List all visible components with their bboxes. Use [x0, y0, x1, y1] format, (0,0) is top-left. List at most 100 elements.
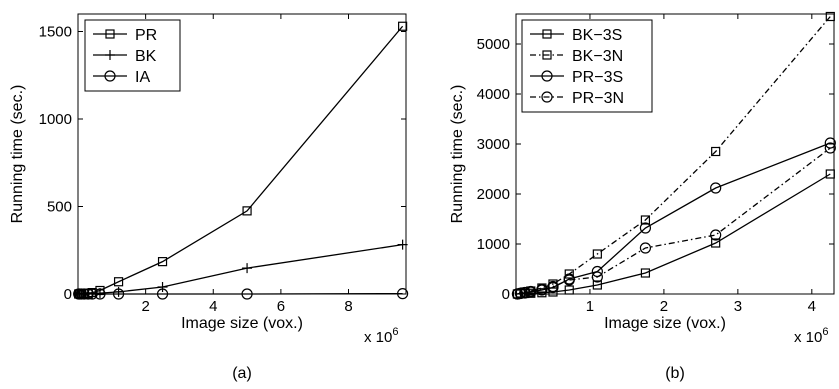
- legend-label: PR−3N: [572, 90, 624, 107]
- x-tick-label: 8: [344, 298, 352, 315]
- data-point: [825, 169, 835, 179]
- data-point: [242, 206, 252, 216]
- data-point: [824, 142, 836, 154]
- y-tick-label: 4000: [477, 86, 510, 103]
- legend-entry: BK−3S: [530, 27, 622, 44]
- legend-label: PR: [135, 27, 157, 44]
- data-point: [592, 249, 602, 259]
- data-point: [639, 222, 652, 234]
- data-point: [710, 182, 722, 194]
- panel-caption: (b): [665, 365, 685, 382]
- legend-entry: PR: [93, 27, 157, 44]
- panel-caption: (a): [232, 365, 252, 382]
- y-axis-label: Running time (sec.): [449, 85, 466, 224]
- legend-label: BK: [135, 48, 157, 65]
- legend-label: BK−3N: [572, 48, 623, 65]
- legend-marker: [105, 29, 115, 39]
- data-point: [639, 242, 652, 254]
- legend: PR BK IA: [84, 19, 181, 92]
- data-point: [525, 285, 537, 298]
- data-point: [514, 287, 527, 299]
- x-tick-label: 6: [277, 298, 285, 315]
- series-IA: [73, 288, 409, 300]
- legend-marker: [542, 29, 552, 39]
- data-point: [563, 274, 575, 286]
- data-point: [710, 229, 722, 241]
- legend-marker: [542, 50, 552, 60]
- y-tick-label: 0: [502, 286, 510, 303]
- x-axis-label: Image size (vox.): [604, 315, 726, 332]
- series-BK−3S: [512, 169, 835, 299]
- legend-marker: [541, 91, 553, 103]
- panel-a: 2 4 6 8 0 500 1000 1500 Image size (vox.) Running…: [9, 13, 409, 382]
- data-point: [564, 285, 574, 295]
- data-point: [519, 286, 531, 299]
- series-line: [517, 16, 831, 295]
- y-tick-label: 3000: [477, 136, 510, 153]
- legend-entry: PR−3S: [530, 69, 623, 86]
- data-point: [75, 288, 87, 300]
- x-axis-label: Image size (vox.): [181, 315, 303, 332]
- series-BK: [73, 239, 408, 299]
- data-point: [94, 288, 106, 300]
- y-tick-label: 1500: [39, 24, 72, 41]
- data-point: [536, 283, 548, 296]
- data-point: [82, 288, 94, 300]
- data-point: [241, 288, 253, 300]
- y-axis-label: Running time (sec.): [9, 85, 26, 224]
- x-axis-multiplier-exponent: 6: [392, 326, 398, 338]
- data-point: [398, 21, 408, 31]
- x-tick-label: 3: [734, 298, 742, 315]
- panel-b: 1 2 3 4 0 1000 2000 3000 4000 5000 Image size (vox…: [449, 11, 836, 382]
- legend-label: BK−3S: [572, 27, 622, 44]
- x-axis-multiplier: x 106: [794, 326, 828, 346]
- legend-entry: IA: [93, 69, 150, 86]
- data-point: [711, 146, 721, 157]
- data-point: [86, 288, 98, 300]
- data-point: [397, 239, 408, 250]
- y-tick-label: 500: [47, 199, 72, 216]
- data-point: [157, 257, 168, 267]
- data-point: [157, 282, 168, 292]
- data-point: [564, 269, 574, 279]
- legend-marker: [105, 50, 115, 60]
- data-point: [825, 11, 835, 22]
- legend-label: IA: [135, 69, 150, 86]
- legend-entry: PR−3N: [530, 90, 624, 107]
- legend-marker: [104, 70, 116, 82]
- data-point: [640, 215, 651, 225]
- x-tick-label: 1: [586, 298, 594, 315]
- legend-label: PR−3S: [572, 69, 623, 86]
- legend: BK−3S BK−3N PR−3S PR−3N: [521, 19, 653, 113]
- plot-frame: [515, 13, 835, 295]
- series-PR−3N: [511, 142, 836, 300]
- data-point: [113, 286, 124, 297]
- data-point: [711, 238, 721, 248]
- y-tick-label: 1000: [39, 111, 72, 128]
- x-tick-label: 2: [141, 298, 149, 315]
- data-point: [397, 288, 409, 300]
- legend-marker: [541, 70, 553, 82]
- y-tick-label: 2000: [477, 186, 510, 203]
- x-axis-multiplier: x 106: [364, 326, 398, 346]
- y-tick-label: 5000: [477, 36, 510, 53]
- x-tick-label: 2: [660, 298, 668, 315]
- data-point: [113, 277, 124, 287]
- data-point: [156, 288, 169, 300]
- series-line: [517, 142, 831, 295]
- x-tick-label: 4: [209, 298, 217, 315]
- data-point: [242, 263, 253, 274]
- data-point: [78, 288, 90, 300]
- y-tick-label: 0: [64, 286, 72, 303]
- y-tick-label: 1000: [477, 236, 510, 253]
- data-point: [592, 280, 602, 290]
- data-point: [547, 280, 559, 293]
- series-line: [78, 244, 403, 295]
- data-point: [640, 268, 651, 278]
- x-tick-label: 4: [808, 298, 816, 315]
- series-line: [517, 147, 831, 295]
- data-point: [112, 288, 125, 300]
- legend-entry: BK: [93, 48, 157, 65]
- series-PR−3S: [511, 137, 836, 300]
- data-point: [591, 271, 603, 283]
